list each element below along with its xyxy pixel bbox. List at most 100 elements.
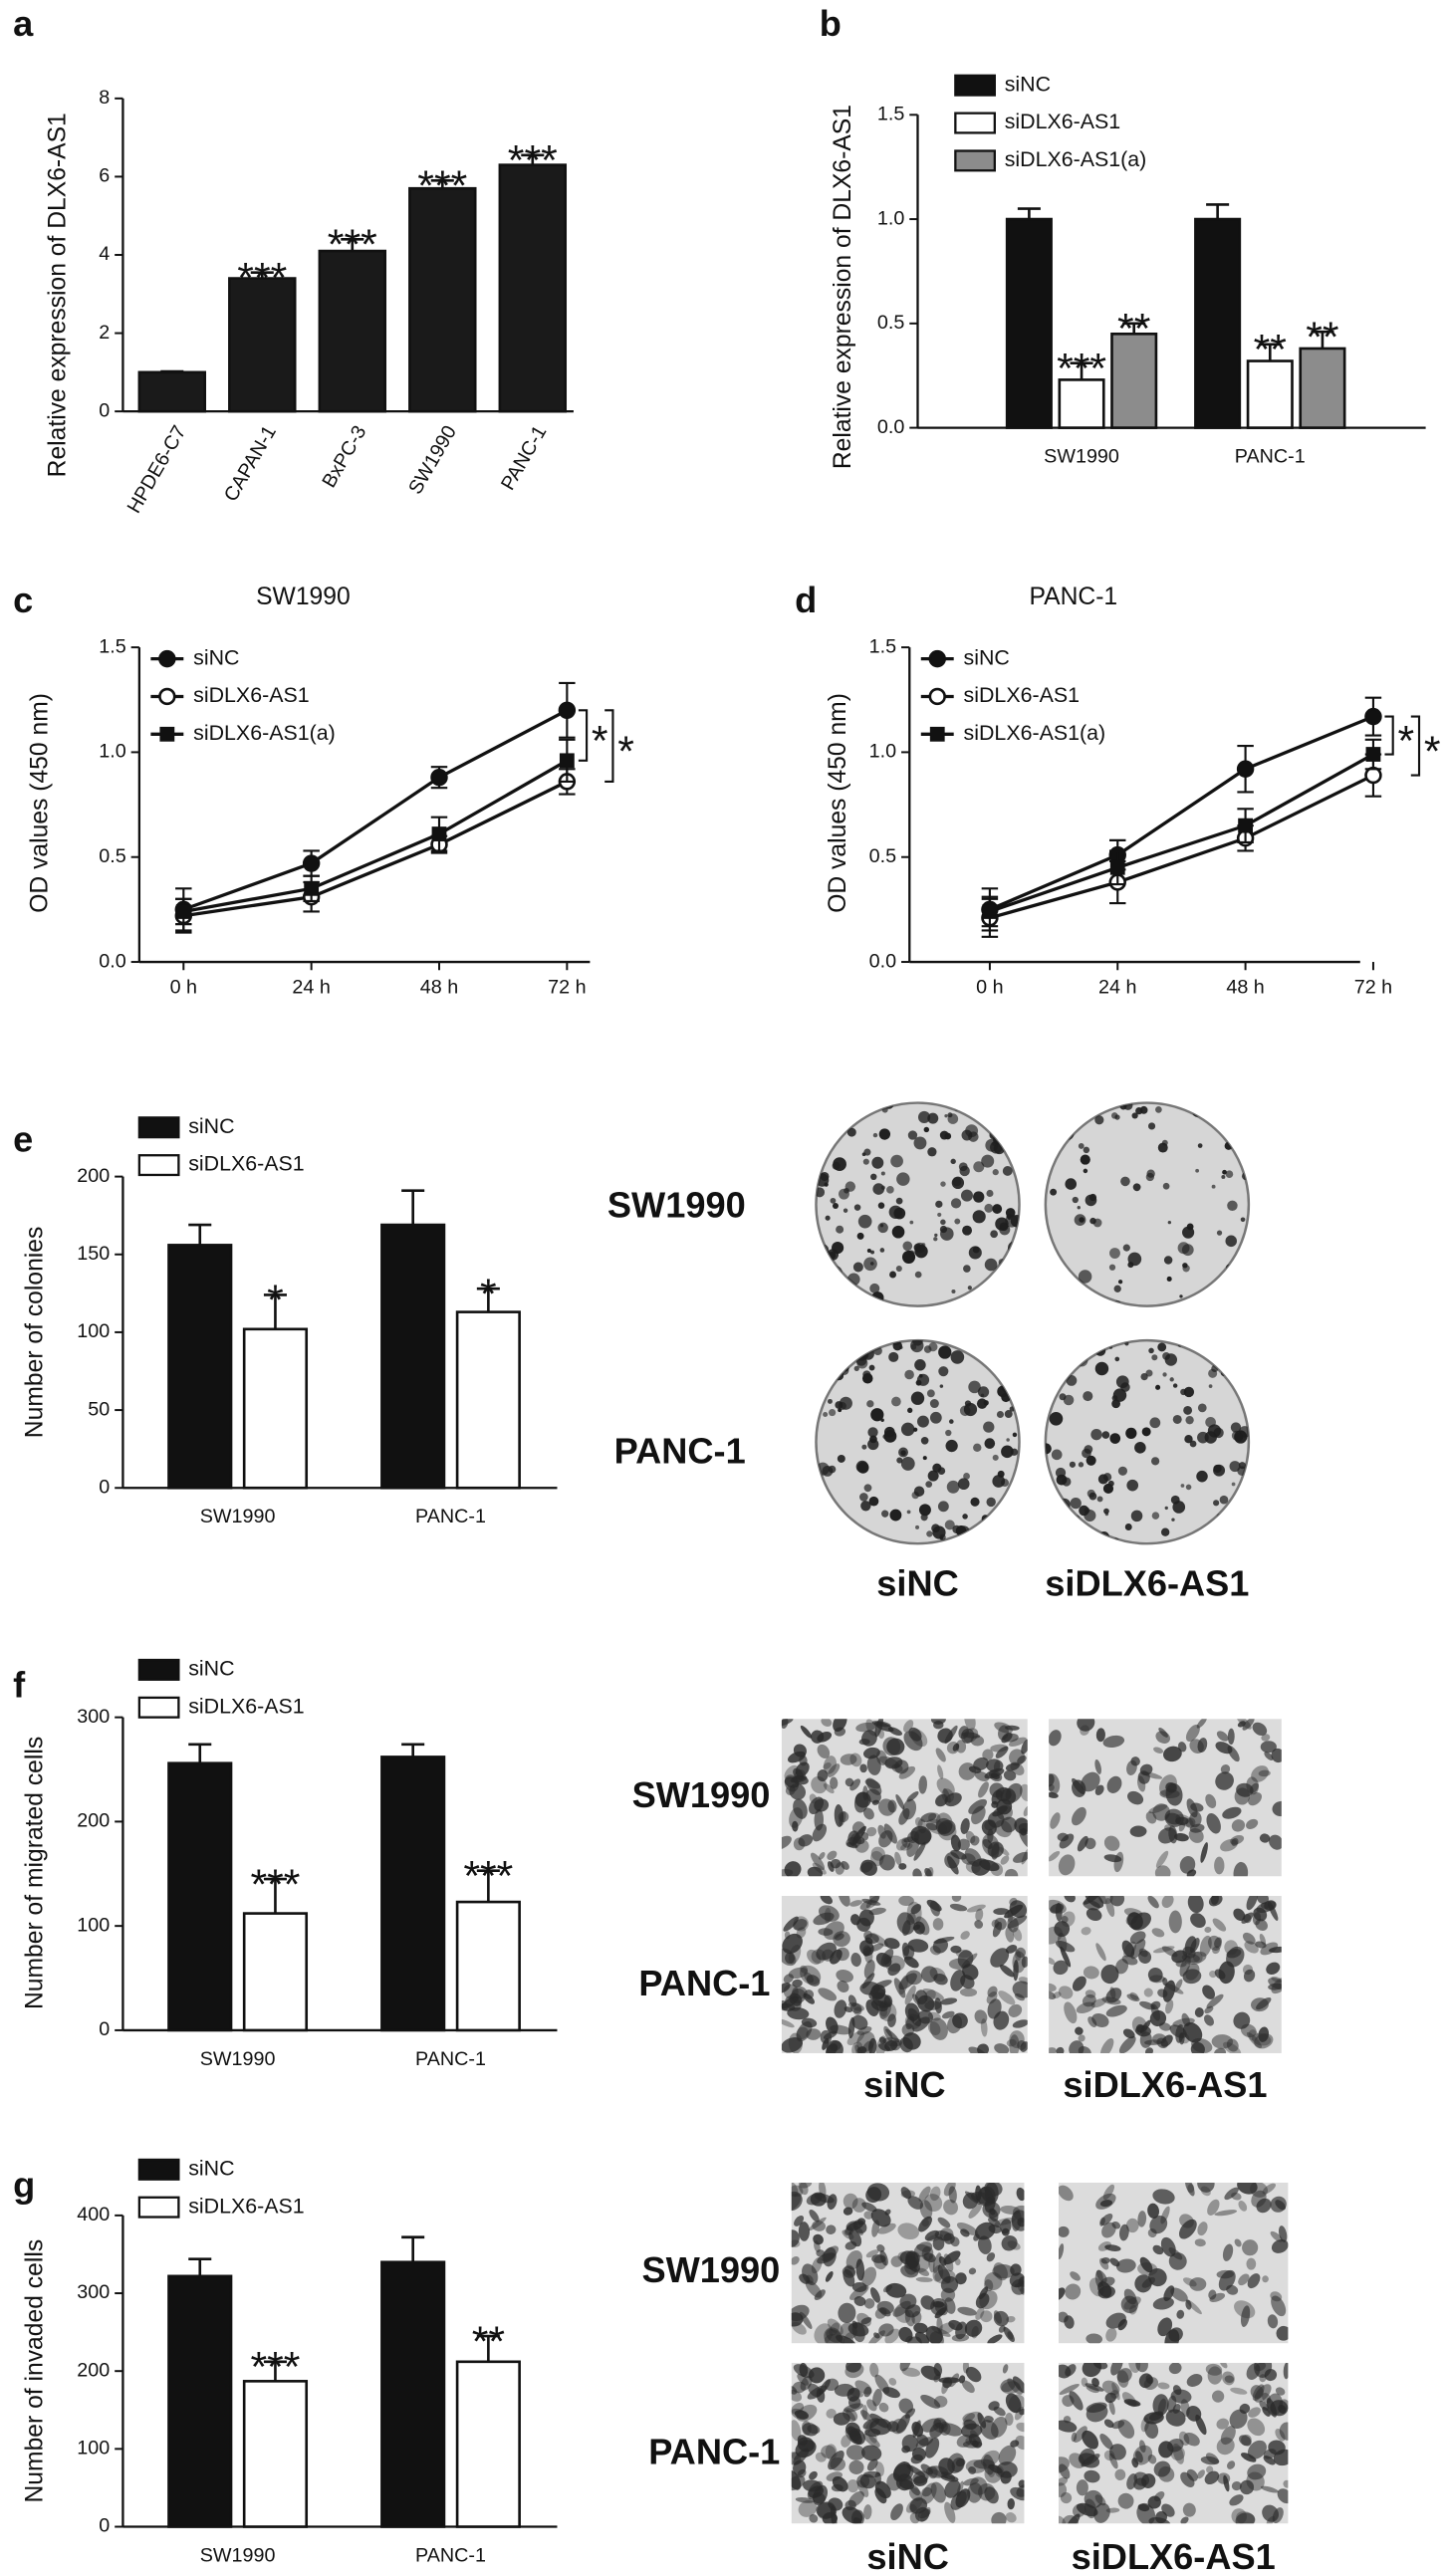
- cell: [922, 1988, 944, 2000]
- cell: [1207, 2199, 1220, 2216]
- cell: [943, 2250, 961, 2265]
- significance: ***: [250, 2344, 300, 2392]
- colony: [972, 1246, 980, 1254]
- colony: [1090, 1428, 1102, 1441]
- cell: [1165, 2409, 1186, 2427]
- cell: [1216, 2418, 1230, 2430]
- colony: [886, 1186, 894, 1194]
- colony: [1085, 1455, 1096, 1466]
- cell: [1110, 2362, 1123, 2376]
- cell: [1104, 2392, 1116, 2404]
- colony: [951, 1288, 956, 1294]
- colony: [917, 1415, 929, 1428]
- colony: [1004, 1373, 1013, 1382]
- cell: [856, 2473, 870, 2488]
- cell: [1257, 1895, 1269, 1905]
- cell: [1168, 1825, 1178, 1844]
- cell: [785, 1995, 802, 2011]
- colony: [870, 1250, 875, 1255]
- cell: [890, 2503, 903, 2521]
- colony: [1066, 1374, 1078, 1386]
- cell: [1059, 2463, 1071, 2479]
- cell: [1152, 2394, 1169, 2416]
- cell: [1094, 1784, 1104, 1795]
- cell: [871, 1721, 891, 1728]
- cell: [847, 2490, 864, 2507]
- colony: [863, 1148, 871, 1156]
- colony: [1086, 1489, 1095, 1498]
- cell: [917, 1818, 927, 1834]
- cell: [979, 2290, 998, 2310]
- bar: [455, 2360, 521, 2528]
- colony: [888, 1351, 899, 1362]
- colony: [986, 1497, 996, 1508]
- cell: [827, 2318, 844, 2336]
- cell: [791, 2256, 800, 2265]
- colony: [962, 1225, 973, 1236]
- cell: [1012, 2205, 1025, 2224]
- cell: [964, 1848, 982, 1867]
- colony: [1107, 1480, 1114, 1487]
- cell: [791, 2229, 800, 2247]
- y-tick-label: 50: [88, 1398, 110, 1420]
- cell: [1081, 1927, 1091, 1936]
- cell: [974, 1770, 990, 1782]
- texture: [791, 2362, 1025, 2524]
- legend-marker: [928, 649, 946, 668]
- cell: [987, 2463, 996, 2477]
- cell: [793, 1916, 809, 1932]
- cell: [840, 1754, 857, 1765]
- legend-marker: [158, 687, 176, 706]
- cell: [943, 2232, 955, 2244]
- cell: [904, 2309, 915, 2327]
- colony: [1238, 1462, 1246, 1470]
- cell: [1118, 2035, 1136, 2053]
- marker: [558, 701, 577, 720]
- cell: [1267, 2314, 1279, 2329]
- cell: [1184, 1936, 1197, 1955]
- cell: [887, 2013, 896, 2028]
- colony: [934, 1233, 938, 1238]
- colony: [1083, 1168, 1088, 1174]
- cell: [1241, 1912, 1254, 1924]
- cell: [1119, 2224, 1129, 2241]
- cell: [1082, 2430, 1098, 2450]
- colony: [819, 1292, 826, 1299]
- colony: [1213, 1464, 1222, 1474]
- cell: [963, 2419, 977, 2430]
- cell: [930, 2481, 946, 2503]
- colony: [1067, 1366, 1072, 1371]
- colony: [980, 1393, 985, 1397]
- cell: [1222, 1806, 1242, 1819]
- cell: [957, 1838, 970, 1851]
- cell: [846, 2387, 860, 2402]
- cell: [1179, 1855, 1196, 1874]
- cell: [943, 2182, 956, 2197]
- colony: [869, 1283, 880, 1293]
- cell: [971, 1805, 986, 1825]
- colony: [1197, 1403, 1207, 1413]
- cell: [1147, 2203, 1160, 2220]
- bracket: [578, 709, 589, 762]
- colony: [1010, 1515, 1020, 1527]
- cell: [1099, 2037, 1114, 2053]
- colony: [1155, 1106, 1162, 1113]
- cell: [850, 1914, 861, 1926]
- cell: [991, 1919, 1000, 1928]
- cell: [1007, 2240, 1021, 2250]
- cell: [843, 2268, 855, 2287]
- cell: [1168, 1910, 1182, 1934]
- colony: [1062, 1477, 1072, 1487]
- cell: [1009, 2272, 1025, 2288]
- colony: [915, 1524, 920, 1529]
- cell: [1003, 2326, 1015, 2342]
- marker: [1236, 760, 1255, 778]
- cell: [1190, 2041, 1205, 2053]
- cell: [1206, 2465, 1214, 2473]
- cell: [1017, 2218, 1025, 2227]
- colony: [904, 1369, 914, 1380]
- cell: [854, 2044, 863, 2053]
- cell: [918, 1775, 928, 1794]
- legend-label: siNC: [188, 2156, 234, 2180]
- marker: [1364, 707, 1382, 726]
